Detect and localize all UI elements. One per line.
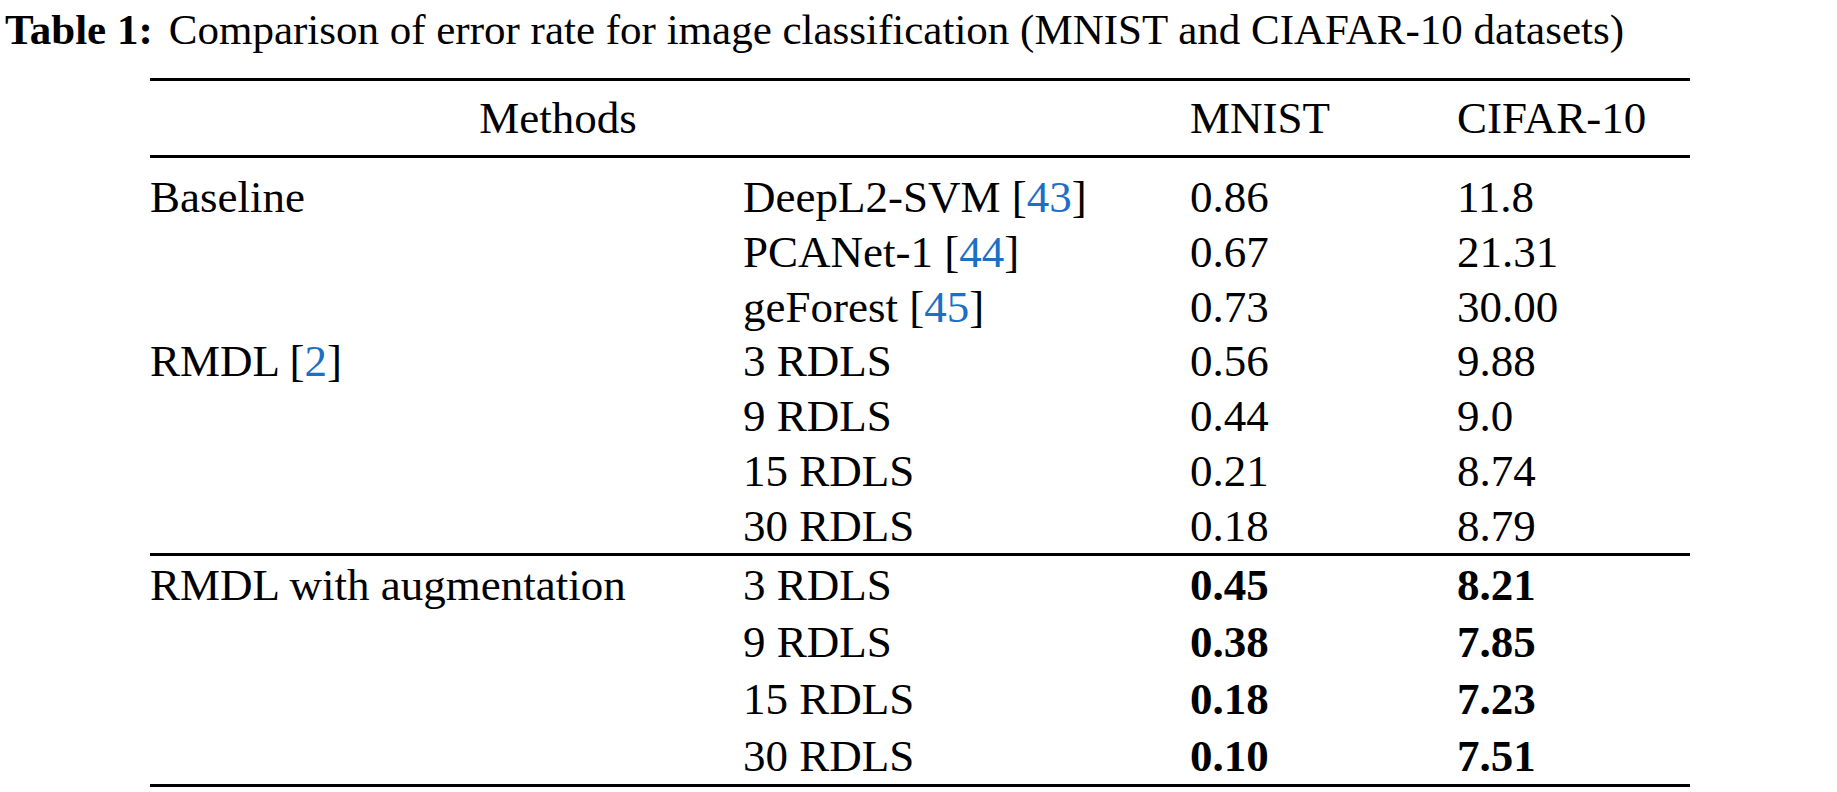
mnist-value-cell: 0.18 — [1190, 673, 1457, 725]
method-cell: geForest [45] — [743, 281, 1190, 333]
mnist-value-cell: 0.10 — [1190, 730, 1457, 782]
citation-link[interactable]: 45 — [924, 282, 969, 332]
method-cell: 30 RDLS — [743, 500, 1190, 552]
method-label: 3 RDLS — [743, 560, 892, 610]
table-row: RMDL with augmentation 3 RDLS 0.45 8.21 — [150, 558, 1690, 611]
table-row: Baseline DeepL2-SVM [43] 0.86 11.8 — [150, 171, 1690, 224]
group-cell: RMDL with augmentation — [150, 559, 743, 611]
table-caption-text: Comparison of error rate for image class… — [169, 6, 1624, 53]
mnist-value-cell: 0.73 — [1190, 281, 1457, 333]
mnist-value-cell: 0.18 — [1190, 500, 1457, 552]
method-cell: DeepL2-SVM [43] — [743, 171, 1190, 223]
mnist-value-cell: 0.44 — [1190, 390, 1457, 442]
citation-link[interactable]: 43 — [1027, 172, 1072, 222]
citation-bracket: ] — [327, 336, 342, 386]
method-label: geForest — [743, 282, 898, 332]
column-header-methods: Methods — [150, 92, 966, 144]
group-cell: RMDL [2] — [150, 335, 743, 387]
mnist-value-cell: 0.86 — [1190, 171, 1457, 223]
cifar-value-cell: 11.8 — [1457, 171, 1690, 223]
citation-bracket: [ — [933, 227, 959, 277]
cifar-value-cell: 9.88 — [1457, 335, 1690, 387]
method-cell: 15 RDLS — [743, 673, 1190, 725]
citation-link[interactable]: 44 — [959, 227, 1004, 277]
method-cell: 9 RDLS — [743, 616, 1190, 668]
table-row: RMDL [2] 3 RDLS 0.56 9.88 — [150, 335, 1690, 388]
table-caption-label: Table 1: — [5, 6, 153, 53]
cifar-value-cell: 21.31 — [1457, 226, 1690, 278]
table-bottom-rule — [150, 784, 1690, 787]
method-label: PCANet-1 — [743, 227, 933, 277]
method-label: 9 RDLS — [743, 617, 892, 667]
method-cell: 3 RDLS — [743, 559, 1190, 611]
method-label: 15 RDLS — [743, 446, 914, 496]
method-cell: 9 RDLS — [743, 390, 1190, 442]
method-label: 30 RDLS — [743, 731, 914, 781]
table-row: 15 RDLS 0.21 8.74 — [150, 444, 1690, 497]
mnist-value-cell: 0.67 — [1190, 226, 1457, 278]
table-body-main: Baseline DeepL2-SVM [43] 0.86 11.8 PCANe… — [150, 158, 1690, 553]
table-row: 9 RDLS 0.44 9.0 — [150, 390, 1690, 443]
table-row: 30 RDLS 0.18 8.79 — [150, 499, 1690, 552]
method-label: 3 RDLS — [743, 336, 892, 386]
table-caption: Table 1: Comparison of error rate for ima… — [5, 0, 1837, 60]
method-label: 30 RDLS — [743, 501, 914, 551]
citation-bracket: ] — [1072, 172, 1087, 222]
table-row: 15 RDLS 0.18 7.23 — [150, 672, 1690, 725]
paper-table-figure: Table 1: Comparison of error rate for ima… — [0, 0, 1837, 792]
citation-bracket: [ — [1000, 172, 1026, 222]
table-body-augmentation: RMDL with augmentation 3 RDLS 0.45 8.21 … — [150, 556, 1690, 784]
citation-bracket: [ — [278, 336, 304, 386]
method-cell: 15 RDLS — [743, 445, 1190, 497]
group-label: RMDL with augmentation — [150, 560, 626, 610]
group-label: RMDL — [150, 336, 278, 386]
mnist-value-cell: 0.45 — [1190, 559, 1457, 611]
cifar-value-cell: 8.21 — [1457, 559, 1690, 611]
method-cell: 30 RDLS — [743, 730, 1190, 782]
table-row: 9 RDLS 0.38 7.85 — [150, 615, 1690, 668]
table-header-row: Methods MNIST CIFAR-10 — [150, 81, 1690, 155]
cifar-value-cell: 8.74 — [1457, 445, 1690, 497]
column-header-mnist: MNIST — [1190, 92, 1457, 144]
cifar-value-cell: 7.23 — [1457, 673, 1690, 725]
method-cell: 3 RDLS — [743, 335, 1190, 387]
column-header-cifar: CIFAR-10 — [1457, 92, 1690, 144]
citation-bracket: ] — [969, 282, 984, 332]
method-cell: PCANet-1 [44] — [743, 226, 1190, 278]
cifar-value-cell: 8.79 — [1457, 500, 1690, 552]
mnist-value-cell: 0.56 — [1190, 335, 1457, 387]
group-cell: Baseline — [150, 171, 743, 223]
group-label: Baseline — [150, 172, 305, 222]
citation-bracket: ] — [1004, 227, 1019, 277]
cifar-value-cell: 7.85 — [1457, 616, 1690, 668]
method-label: 9 RDLS — [743, 391, 892, 441]
cifar-value-cell: 9.0 — [1457, 390, 1690, 442]
mnist-value-cell: 0.21 — [1190, 445, 1457, 497]
citation-link[interactable]: 2 — [305, 336, 328, 386]
table-row: PCANet-1 [44] 0.67 21.31 — [150, 226, 1690, 279]
method-label: 15 RDLS — [743, 674, 914, 724]
mnist-value-cell: 0.38 — [1190, 616, 1457, 668]
citation-bracket: [ — [898, 282, 924, 332]
method-label: DeepL2-SVM — [743, 172, 1000, 222]
cifar-value-cell: 30.00 — [1457, 281, 1690, 333]
table-row: 30 RDLS 0.10 7.51 — [150, 729, 1690, 782]
cifar-value-cell: 7.51 — [1457, 730, 1690, 782]
table-row: geForest [45] 0.73 30.00 — [150, 280, 1690, 333]
